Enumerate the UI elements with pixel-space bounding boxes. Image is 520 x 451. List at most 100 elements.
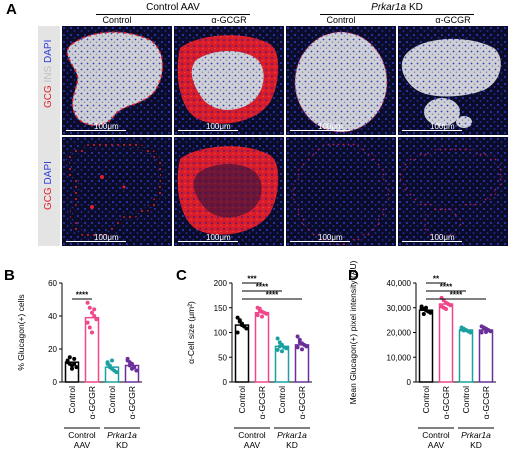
group-label: Prkar1a <box>277 430 307 440</box>
bar-4 <box>478 329 494 383</box>
significance-stars: **** <box>266 291 279 300</box>
data-point <box>297 340 302 345</box>
bar-2 <box>84 316 100 383</box>
group-label: Prkar1a <box>107 430 137 440</box>
y-tick-label: 100 <box>214 329 228 338</box>
y-tick-label: 10,000 <box>387 353 412 362</box>
y-axis-label: α-Cell size (μm²) <box>186 301 196 364</box>
data-point <box>484 330 488 335</box>
micrograph-r1-control-image <box>62 26 172 135</box>
category-label-1: Control <box>421 386 431 414</box>
micrograph-r2-control-image <box>62 137 172 246</box>
micrograph-r1-kd-control-image <box>286 26 396 135</box>
data-point <box>277 344 282 349</box>
data-point <box>107 365 112 370</box>
group-label-line2: KD <box>286 440 298 450</box>
group-underline-control-aav <box>96 14 250 15</box>
y-tick-label: 20 <box>48 345 57 354</box>
scale-bar-r2c2 <box>178 241 238 242</box>
scale-bar-r2c3 <box>290 241 350 242</box>
y-tick-label: 20,000 <box>387 329 412 338</box>
data-point <box>70 366 74 371</box>
micrograph-r2-kd-agcgr <box>398 137 508 246</box>
category-label-3: Control <box>277 386 287 414</box>
scale-bar-r2c4 <box>402 241 462 242</box>
group-label: Control <box>68 430 96 440</box>
data-point <box>244 326 249 331</box>
data-point <box>240 323 244 328</box>
group-header-prkar1a-italic: Prkar1a <box>371 2 407 13</box>
y-axis-label: % Glucagon(+) cells <box>16 294 26 370</box>
data-point <box>488 329 493 334</box>
micrograph-r1-kd-control <box>286 26 396 135</box>
data-point <box>92 307 97 312</box>
micrograph-r2-kd-control <box>286 137 396 246</box>
y-tick-label: 60 <box>48 279 57 288</box>
data-point <box>280 349 284 354</box>
data-point <box>481 326 486 331</box>
significance-stars: **** <box>440 283 453 292</box>
group-label-line2: AAV <box>74 440 91 450</box>
scale-bar-r1c2 <box>178 130 238 131</box>
data-point <box>295 345 300 350</box>
group-label-line2: AAV <box>428 440 445 450</box>
data-point <box>72 356 77 361</box>
scale-label-r1c4: 100μm <box>430 122 455 131</box>
data-point <box>264 311 269 316</box>
data-point <box>479 330 484 335</box>
scale-bar-r1c1 <box>66 130 126 131</box>
data-point <box>257 306 262 311</box>
micrograph-r1-agcgr-image <box>174 26 284 135</box>
scale-bar-r2c1 <box>66 241 126 242</box>
data-point <box>424 305 428 310</box>
micrograph-r2-agcgr-image <box>174 137 284 246</box>
data-point <box>260 314 264 319</box>
category-label-1: Control <box>67 386 77 414</box>
micrograph-r1-agcgr <box>174 26 284 135</box>
bar-3 <box>458 329 474 383</box>
panel-b-letter: B <box>4 267 15 284</box>
category-label-3: Control <box>461 386 471 414</box>
scale-bar-r1c3 <box>290 130 350 131</box>
data-point <box>448 303 453 308</box>
y-tick-label: 50 <box>218 353 227 362</box>
significance-stars: ** <box>433 275 440 284</box>
scale-label-r2c1: 100μm <box>94 233 119 242</box>
data-point <box>90 330 94 335</box>
data-point <box>295 334 300 339</box>
data-point <box>275 347 280 352</box>
data-point <box>275 336 280 341</box>
data-point <box>419 306 424 311</box>
data-point <box>421 311 426 316</box>
group-header-prkar1a-kd: Prkar1a KD <box>286 2 508 13</box>
y-tick-label: 0 <box>53 378 58 387</box>
data-point <box>304 344 309 349</box>
y-tick-label: 0 <box>407 378 412 387</box>
scale-label-r2c4: 100μm <box>430 233 455 242</box>
data-point <box>428 310 433 315</box>
category-label-1: Control <box>237 386 247 414</box>
data-point <box>87 325 92 330</box>
data-point <box>235 330 240 335</box>
scale-label-r2c2: 100μm <box>206 233 231 242</box>
y-axis-label: Mean Glucagon(+) pixel intensity (AU) <box>348 260 358 404</box>
micrograph-r2-kd-control-image <box>286 137 396 246</box>
bar-1 <box>418 309 434 383</box>
column-header-2: α-GCGR <box>211 15 247 25</box>
category-label-4: α-GCGR <box>297 386 307 419</box>
scale-label-r2c3: 100μm <box>318 233 343 242</box>
y-tick-label: 30,000 <box>387 304 412 313</box>
y-tick-label: 200 <box>214 279 228 288</box>
group-underline-prkar1a-kd <box>320 14 474 15</box>
data-point <box>130 366 134 371</box>
data-point <box>300 347 304 352</box>
bar-2 <box>438 303 454 383</box>
data-point <box>125 358 130 363</box>
data-point <box>74 365 79 370</box>
y-tick-label: 150 <box>214 304 228 313</box>
group-header-control-aav: Control AAV <box>146 2 200 13</box>
data-point <box>72 361 77 366</box>
group-label-line2: AAV <box>244 440 261 450</box>
group-label: Prkar1a <box>461 430 491 440</box>
